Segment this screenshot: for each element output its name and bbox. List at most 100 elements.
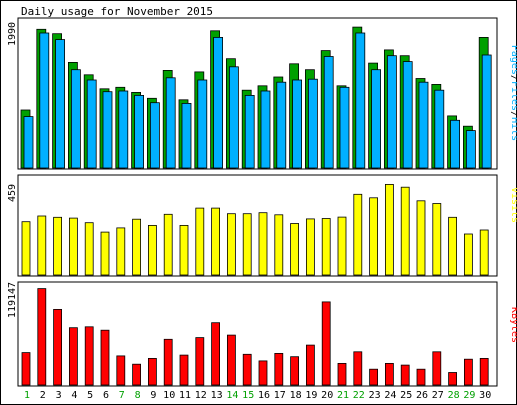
kbytes-bar: [100, 329, 110, 386]
visits-bar: [226, 213, 236, 276]
kbytes-bar: [400, 364, 410, 386]
kbytes-bar: [132, 363, 142, 386]
files-bar: [323, 56, 334, 169]
legend-separator: /: [509, 75, 517, 81]
visits-bar: [53, 216, 62, 276]
kbytes-bar: [84, 326, 94, 386]
kbytes-bar: [211, 322, 221, 386]
visits-bar: [179, 224, 189, 276]
visits-bar: [147, 224, 157, 276]
visits-bar: [69, 217, 78, 276]
files-bar: [181, 103, 192, 169]
hits-files-legend: Pages/Files/Hits: [509, 45, 517, 141]
kbytes-bar: [321, 301, 331, 386]
kbytes-bar: [258, 360, 268, 386]
visits-bar: [21, 221, 31, 276]
visits-bar: [132, 218, 142, 276]
legend-kbytes: KBytes: [509, 307, 517, 343]
x-day-label: 2: [40, 390, 46, 401]
visits-bar: [274, 214, 284, 276]
x-day-label: 29: [463, 390, 475, 401]
visits-bar: [211, 207, 221, 276]
files-bar: [228, 66, 239, 169]
visits-bar: [290, 223, 300, 276]
kbytes-bar: [53, 308, 62, 386]
kbytes-bar: [21, 352, 31, 386]
x-day-label: 21: [337, 390, 349, 401]
kbytes-bar: [163, 338, 173, 386]
visits-bar: [242, 213, 252, 276]
files-bar: [86, 79, 97, 169]
visits-bar: [416, 200, 426, 276]
visits-bar: [100, 231, 110, 276]
kbytes-bar: [369, 368, 379, 386]
kbytes-bar: [242, 353, 252, 386]
x-day-label: 28: [448, 390, 460, 401]
visits-bar: [479, 229, 489, 276]
visits-bar: [337, 216, 347, 276]
files-bar: [71, 69, 81, 169]
legend-hits: Hits: [509, 117, 517, 141]
kbytes-bar: [116, 355, 126, 386]
kbytes-bar: [274, 352, 284, 386]
visits-bar: [305, 218, 315, 276]
files-bar: [402, 61, 413, 169]
kbytes-bar: [305, 344, 315, 386]
x-day-label: 14: [226, 390, 238, 401]
visits-bar: [463, 233, 473, 276]
x-day-label: 5: [87, 390, 93, 401]
x-day-label: 27: [432, 390, 444, 401]
files-bar: [307, 78, 318, 169]
x-day-label: 23: [369, 390, 381, 401]
kbytes-bar: [432, 351, 442, 386]
x-day-label: 16: [258, 390, 270, 401]
kbytes-bar: [479, 357, 489, 386]
visits-bar: [116, 227, 126, 276]
files-bar: [386, 55, 397, 169]
files-bar: [292, 79, 303, 169]
visits-bar: [195, 207, 205, 276]
files-bar: [134, 95, 145, 169]
files-bar: [450, 119, 461, 169]
files-bar: [418, 81, 429, 169]
x-day-label: 11: [179, 390, 191, 401]
x-day-label: 10: [163, 390, 175, 401]
kbytes-bar: [69, 327, 78, 386]
x-day-label: 25: [400, 390, 412, 401]
visits-bar: [353, 193, 363, 276]
x-day-label: 15: [242, 390, 254, 401]
visits-bar: [321, 218, 331, 276]
files-bar: [260, 90, 271, 169]
files-bar: [55, 39, 65, 169]
svg-text:Pages/Files/Hits: Pages/Files/Hits: [509, 45, 517, 141]
x-day-label: 19: [305, 390, 317, 401]
visits-ymax-label: 459: [7, 184, 18, 202]
legend-files: Files: [509, 81, 517, 111]
kbytes-bar: [448, 372, 458, 386]
legend-pages: Pages: [509, 45, 517, 75]
kbytes-bar: [179, 354, 189, 386]
x-day-label: 6: [103, 390, 109, 401]
kbytes-bar: [195, 337, 205, 386]
kbytes-bar: [416, 368, 426, 386]
x-day-label: 7: [119, 390, 125, 401]
kbytes-bar: [384, 362, 394, 386]
x-day-label: 30: [479, 390, 491, 401]
hits-ymax-label: 1990: [7, 22, 18, 46]
kbytes-bar: [290, 356, 300, 386]
files-bar: [149, 102, 160, 169]
x-day-label: 4: [71, 390, 77, 401]
kbytes-bar: [37, 288, 47, 386]
files-bar: [118, 90, 129, 169]
files-bar: [465, 130, 476, 169]
legend-separator: /: [509, 111, 517, 117]
x-day-label: 18: [290, 390, 302, 401]
x-day-label: 8: [135, 390, 141, 401]
visits-bar: [384, 183, 394, 276]
x-day-label: 22: [353, 390, 365, 401]
files-bar: [39, 32, 50, 169]
x-day-label: 26: [416, 390, 428, 401]
kbytes-panel: [17, 281, 498, 387]
x-day-label: 13: [211, 390, 223, 401]
